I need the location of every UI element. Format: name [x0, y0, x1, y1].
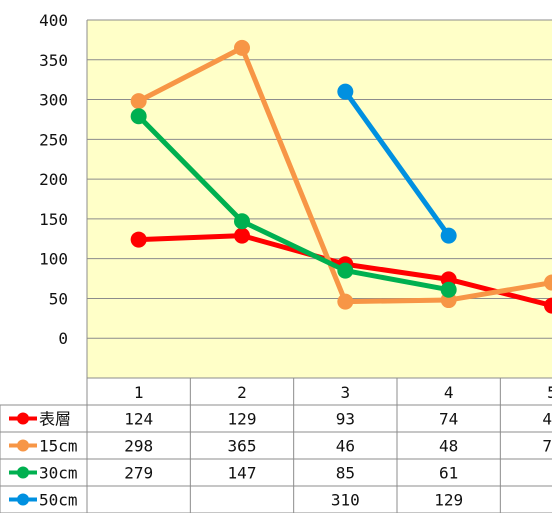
legend-marker-15cm [17, 439, 29, 452]
data-label: 298 [124, 437, 153, 456]
data-label: 46 [336, 437, 355, 456]
data-point-表層 [130, 231, 147, 248]
data-point-15cm [337, 293, 354, 310]
x-category-label: 2 [237, 383, 247, 402]
y-tick-label: 150 [39, 210, 68, 229]
y-tick-label: 200 [39, 170, 68, 189]
data-point-15cm [130, 93, 147, 110]
data-point-15cm [544, 274, 552, 291]
data-point-30cm [130, 108, 147, 125]
data-point-50cm [337, 83, 354, 100]
y-tick-label: 300 [39, 91, 68, 110]
data-label: 70 [542, 437, 552, 456]
y-tick-label: 350 [39, 51, 68, 70]
data-label: 365 [228, 437, 257, 456]
data-label: 129 [434, 491, 463, 510]
legend-label-50cm: 50cm [39, 491, 78, 510]
data-point-表層 [544, 297, 552, 314]
series-line-50cm [343, 90, 451, 238]
data-point-30cm [337, 262, 354, 279]
legend-marker-表層 [17, 412, 29, 425]
plot-background [87, 20, 552, 378]
x-category-label: 1 [134, 383, 144, 402]
x-category-label: 4 [444, 383, 454, 402]
series-line-30cm [136, 114, 450, 293]
data-label: 310 [331, 491, 360, 510]
y-tick-label: 400 [39, 11, 68, 30]
data-table: 1 2 3 4 5 表層 124 129 93 74 41 15cm 298 365 46 48 70 30cm 2… [0, 377, 552, 513]
data-label: 74 [439, 410, 458, 429]
data-label: 41 [542, 410, 552, 429]
data-label: 93 [336, 410, 355, 429]
data-point-30cm [234, 213, 250, 230]
data-point-30cm [440, 281, 457, 298]
data-label: 147 [228, 464, 257, 483]
data-label: 279 [124, 464, 153, 483]
y-tick-label: 0 [58, 329, 68, 348]
y-tick-label: 100 [39, 250, 68, 269]
series-layer [130, 39, 552, 314]
data-label: 129 [228, 410, 257, 429]
legend-label-30cm: 30cm [39, 464, 78, 483]
data-label: 124 [124, 410, 153, 429]
data-point-表層 [234, 227, 250, 244]
data-label: 48 [439, 437, 458, 456]
legend-label-15cm: 15cm [39, 437, 78, 456]
legend-marker-30cm [17, 466, 29, 479]
y-tick-label: 50 [49, 289, 68, 308]
x-category-label: 5 [547, 383, 552, 402]
y-tick-label: 250 [39, 130, 68, 149]
legend-label-表層: 表層 [39, 410, 71, 429]
data-point-50cm [440, 227, 457, 244]
x-category-label: 3 [341, 383, 351, 402]
legend-marker-50cm [17, 493, 29, 506]
data-label: 85 [336, 464, 355, 483]
y-axis-ticks: 0 50 100 150 200 250 300 350 400 [39, 11, 68, 348]
data-label: 61 [439, 464, 458, 483]
data-point-15cm [234, 39, 250, 56]
